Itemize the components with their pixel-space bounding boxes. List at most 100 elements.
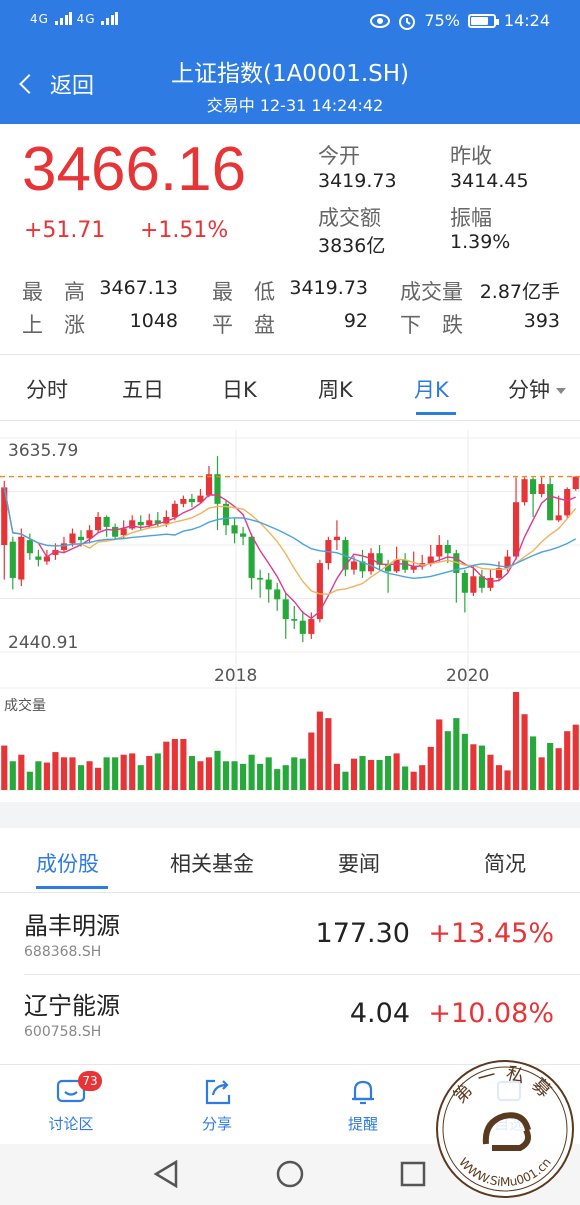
stock-name: 辽宁能源 xyxy=(24,992,120,1020)
volume-bar xyxy=(137,765,144,790)
back-button[interactable]: 返回 xyxy=(19,68,95,100)
stock-name: 晶丰明源 xyxy=(24,912,120,940)
discuss-button[interactable]: 73 讨论区 xyxy=(26,1071,116,1134)
divider xyxy=(0,354,580,355)
candle-body xyxy=(385,564,392,572)
volume-value: 2.87亿手 xyxy=(479,281,560,303)
volume-bar xyxy=(453,718,460,790)
nav-recents-icon[interactable] xyxy=(400,1161,426,1187)
volume-bar xyxy=(188,756,195,790)
volume-bar xyxy=(86,761,93,790)
volume-bar xyxy=(146,756,153,790)
candle-body xyxy=(461,572,468,593)
candle-body xyxy=(504,556,511,569)
candle-body xyxy=(402,559,409,570)
high-value: 3467.13 xyxy=(99,277,178,299)
volume-label: 成交量 xyxy=(400,280,463,304)
share-button[interactable]: 分享 xyxy=(172,1073,262,1134)
volume-bar xyxy=(385,756,392,790)
candle-body xyxy=(197,495,204,503)
candle-body xyxy=(495,568,503,578)
candle-body xyxy=(427,556,434,564)
moving-average-layer xyxy=(3,487,577,620)
volume-bar xyxy=(572,724,579,790)
volume-bar xyxy=(316,711,323,790)
stock-change-pct: +13.45% xyxy=(428,918,554,949)
amplitude-label: 振幅 xyxy=(450,206,492,230)
candle-body xyxy=(453,553,460,573)
volume-bar xyxy=(325,718,332,790)
volume-bar xyxy=(555,748,562,790)
signal-bars-icon xyxy=(54,12,72,25)
volume-bar xyxy=(308,732,315,790)
candle-body xyxy=(52,549,59,555)
volume-bar xyxy=(231,761,238,790)
volume-bar xyxy=(18,754,25,790)
tab-weekly-k[interactable]: 周K xyxy=(318,378,353,402)
volume-bars-layer xyxy=(1,692,579,790)
volume-bar xyxy=(103,757,110,790)
volume-bar xyxy=(214,750,221,790)
tab-intraday[interactable]: 分时 xyxy=(26,378,68,402)
candle-body xyxy=(521,479,528,503)
back-label: 返回 xyxy=(50,74,95,99)
nav-home-icon[interactable] xyxy=(276,1160,304,1188)
ma20-line xyxy=(3,487,577,580)
tab-minute[interactable]: 分钟 xyxy=(508,374,566,404)
page-title: 上证指数(1A0001.SH) xyxy=(170,61,410,87)
candle-body xyxy=(376,553,383,565)
tab-monthly-k[interactable]: 月K xyxy=(414,378,449,402)
open-value: 3419.73 xyxy=(318,170,397,192)
chat-icon xyxy=(26,1073,116,1109)
candle-body xyxy=(146,520,153,526)
signal-indicator: 4G 4G xyxy=(30,12,119,26)
price-low-label: 2440.91 xyxy=(8,633,78,653)
volume-bar xyxy=(530,736,537,790)
volume-bar xyxy=(35,761,42,790)
volume-bar xyxy=(564,731,571,790)
volume-bar xyxy=(43,762,50,790)
candle-body xyxy=(112,526,119,537)
volume-bar xyxy=(521,714,528,790)
candle-body xyxy=(487,577,494,588)
candle-body xyxy=(188,498,195,503)
candle-body xyxy=(308,619,315,634)
tab-overview[interactable]: 简况 xyxy=(484,852,526,876)
stock-price: 177.30 xyxy=(315,918,410,949)
share-label: 分享 xyxy=(201,1115,232,1133)
volume-bar xyxy=(257,763,264,790)
candle-body xyxy=(240,533,247,537)
remind-button[interactable]: 提醒 xyxy=(318,1073,408,1134)
volume-bar xyxy=(69,757,76,790)
volume-bar xyxy=(282,765,289,790)
tab-related-funds[interactable]: 相关基金 xyxy=(170,852,254,876)
kline-chart[interactable]: 3635.79 2440.91 2018 2020 成交量 xyxy=(0,430,580,802)
stock-price: 4.04 xyxy=(349,998,410,1029)
nav-back-icon[interactable] xyxy=(153,1159,178,1189)
volume-bar xyxy=(478,745,485,790)
volume-bar xyxy=(9,761,16,790)
volume-bar xyxy=(154,753,161,790)
tab-constituents[interactable]: 成份股 xyxy=(36,852,99,876)
candle-body xyxy=(171,503,178,518)
seal-logo-icon: 第一私募 WWW.SiMu001.cn xyxy=(436,1060,574,1198)
tab-minute-label: 分钟 xyxy=(508,378,550,402)
volume-bar xyxy=(95,767,102,790)
candle-body xyxy=(9,541,16,578)
bell-icon xyxy=(318,1073,408,1109)
divider xyxy=(24,974,580,975)
discuss-label: 讨论区 xyxy=(48,1115,94,1133)
volume-bar xyxy=(197,761,204,790)
tab-daily-k[interactable]: 日K xyxy=(222,378,257,402)
low-label: 最 低 xyxy=(212,280,275,304)
volume-bar xyxy=(112,757,119,790)
candle-body xyxy=(350,561,358,570)
candle-body xyxy=(512,502,520,557)
candle-body xyxy=(231,525,238,534)
tab-five-day[interactable]: 五日 xyxy=(122,378,164,402)
candle-body xyxy=(538,484,545,494)
down-count: 393 xyxy=(523,310,560,332)
ma10-line xyxy=(3,487,577,595)
tab-news[interactable]: 要闻 xyxy=(338,852,380,876)
candle-body xyxy=(103,517,110,527)
